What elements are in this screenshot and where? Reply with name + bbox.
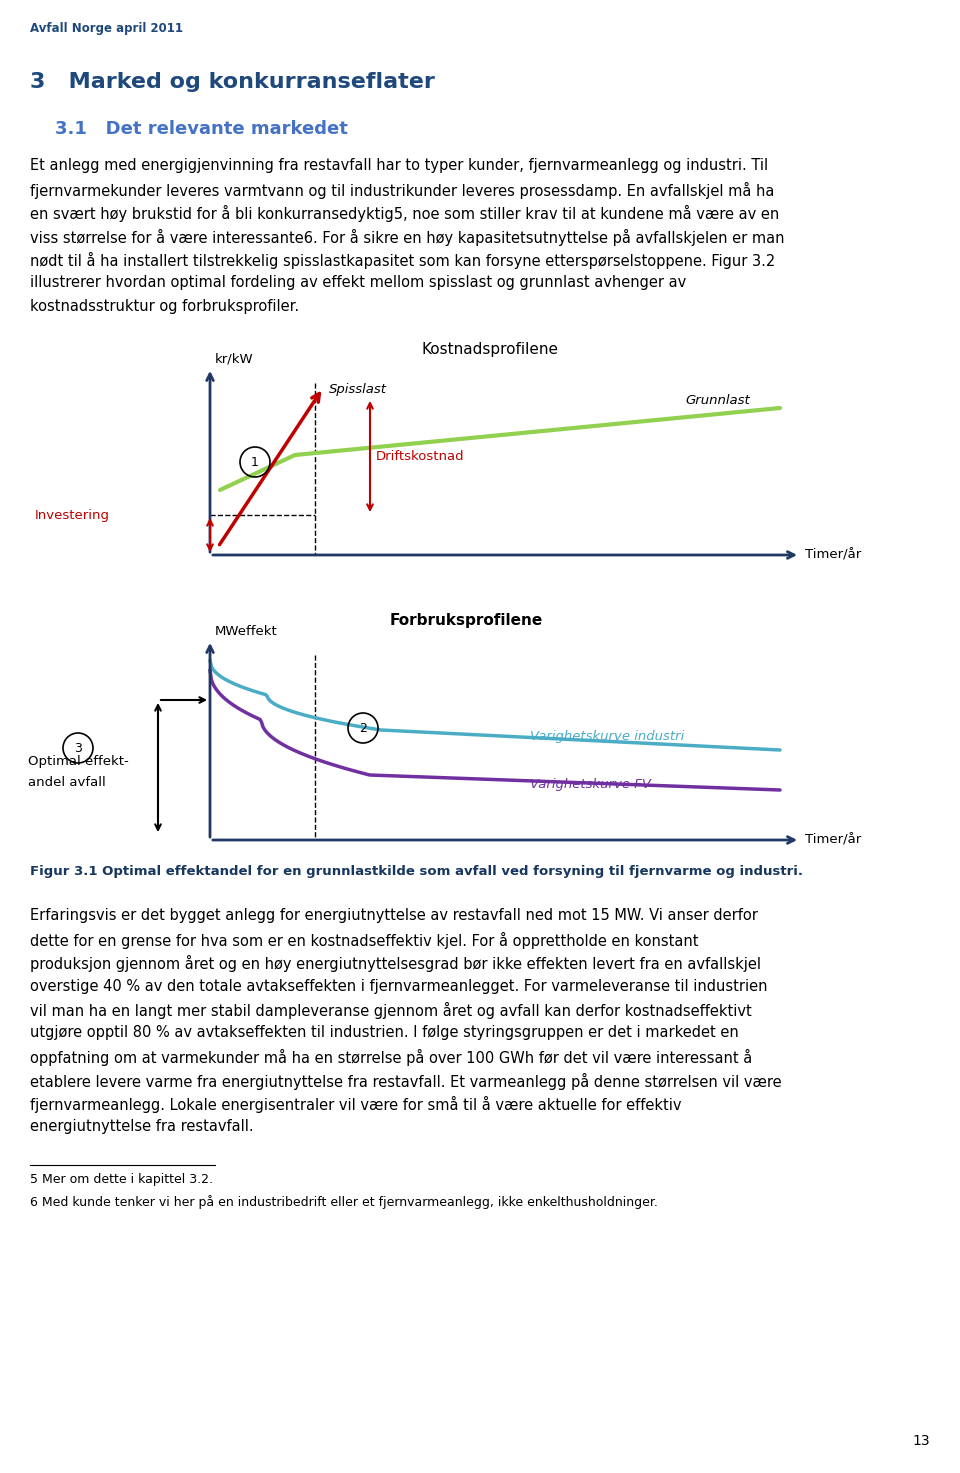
Text: dette for en grense for hva som er en kostnadseffektiv kjel. For å opprettholde : dette for en grense for hva som er en ko… xyxy=(30,931,699,949)
Text: Spisslast: Spisslast xyxy=(329,383,387,396)
Text: Avfall Norge april 2011: Avfall Norge april 2011 xyxy=(30,22,183,35)
Text: MWeffekt: MWeffekt xyxy=(215,625,277,638)
Text: fjernvarmeanlegg. Lokale energisentraler vil være for små til å være aktuelle fo: fjernvarmeanlegg. Lokale energisentraler… xyxy=(30,1096,682,1114)
Text: 2: 2 xyxy=(359,722,367,735)
Text: oppfatning om at varmekunder må ha en størrelse på over 100 GWh før det vil være: oppfatning om at varmekunder må ha en st… xyxy=(30,1049,753,1066)
Text: utgjøre opptil 80 % av avtakseffekten til industrien. I følge styringsgruppen er: utgjøre opptil 80 % av avtakseffekten ti… xyxy=(30,1025,739,1040)
Text: 13: 13 xyxy=(912,1435,930,1448)
Text: overstige 40 % av den totale avtakseffekten i fjernvarmeanlegget. For varmelever: overstige 40 % av den totale avtakseffek… xyxy=(30,978,767,993)
Text: andel avfall: andel avfall xyxy=(28,775,106,788)
Text: Varighetskurve FV: Varighetskurve FV xyxy=(530,778,651,791)
Text: 3: 3 xyxy=(74,741,82,754)
Text: en svært høy brukstid for å bli konkurransedyktig5, noe som stiller krav til at : en svært høy brukstid for å bli konkurra… xyxy=(30,205,780,222)
Text: Timer/år: Timer/år xyxy=(805,834,861,847)
Text: produksjon gjennom året og en høy energiutnyttelsesgrad bør ikke effekten levert: produksjon gjennom året og en høy energi… xyxy=(30,955,761,972)
Text: 5 Mer om dette i kapittel 3.2.: 5 Mer om dette i kapittel 3.2. xyxy=(30,1173,213,1186)
Text: nødt til å ha installert tilstrekkelig spisslastkapasitet som kan forsyne etters: nødt til å ha installert tilstrekkelig s… xyxy=(30,252,776,270)
Text: Grunnlast: Grunnlast xyxy=(685,393,750,407)
Text: illustrerer hvordan optimal fordeling av effekt mellom spisslast og grunnlast av: illustrerer hvordan optimal fordeling av… xyxy=(30,275,686,290)
Text: kostnadsstruktur og forbruksprofiler.: kostnadsstruktur og forbruksprofiler. xyxy=(30,299,300,314)
Text: etablere levere varme fra energiutnyttelse fra restavfall. Et varmeanlegg på den: etablere levere varme fra energiutnyttel… xyxy=(30,1072,781,1090)
Text: Timer/år: Timer/år xyxy=(805,548,861,561)
Text: Investering: Investering xyxy=(35,508,110,521)
Text: Optimal effekt-: Optimal effekt- xyxy=(28,756,129,769)
Text: energiutnyttelse fra restavfall.: energiutnyttelse fra restavfall. xyxy=(30,1119,253,1134)
Text: Et anlegg med energigjenvinning fra restavfall har to typer kunder, fjernvarmean: Et anlegg med energigjenvinning fra rest… xyxy=(30,158,768,172)
Text: Varighetskurve industri: Varighetskurve industri xyxy=(530,731,684,742)
Text: Erfaringsvis er det bygget anlegg for energiutnyttelse av restavfall ned mot 15 : Erfaringsvis er det bygget anlegg for en… xyxy=(30,907,757,924)
Text: viss størrelse for å være interessante6. For å sikre en høy kapasitetsutnyttelse: viss størrelse for å være interessante6.… xyxy=(30,228,784,246)
Text: fjernvarmekunder leveres varmtvann og til industrikunder leveres prosessdamp. En: fjernvarmekunder leveres varmtvann og ti… xyxy=(30,181,775,199)
Text: Figur 3.1 Optimal effektandel for en grunnlastkilde som avfall ved forsyning til: Figur 3.1 Optimal effektandel for en gru… xyxy=(30,865,803,878)
Text: 6 Med kunde tenker vi her på en industribedrift eller et fjernvarmeanlegg, ikke : 6 Med kunde tenker vi her på en industri… xyxy=(30,1195,658,1209)
Text: Forbruksprofilene: Forbruksprofilene xyxy=(390,613,543,627)
Text: 1: 1 xyxy=(252,455,259,468)
Text: 3   Marked og konkurranseflater: 3 Marked og konkurranseflater xyxy=(30,72,435,91)
Text: vil man ha en langt mer stabil dampleveranse gjennom året og avfall kan derfor k: vil man ha en langt mer stabil damplever… xyxy=(30,1002,752,1019)
Text: 3.1   Det relevante markedet: 3.1 Det relevante markedet xyxy=(55,119,348,138)
Text: Driftskostnad: Driftskostnad xyxy=(376,449,465,463)
Text: kr/kW: kr/kW xyxy=(215,354,253,365)
Text: Kostnadsprofilene: Kostnadsprofilene xyxy=(421,342,559,356)
